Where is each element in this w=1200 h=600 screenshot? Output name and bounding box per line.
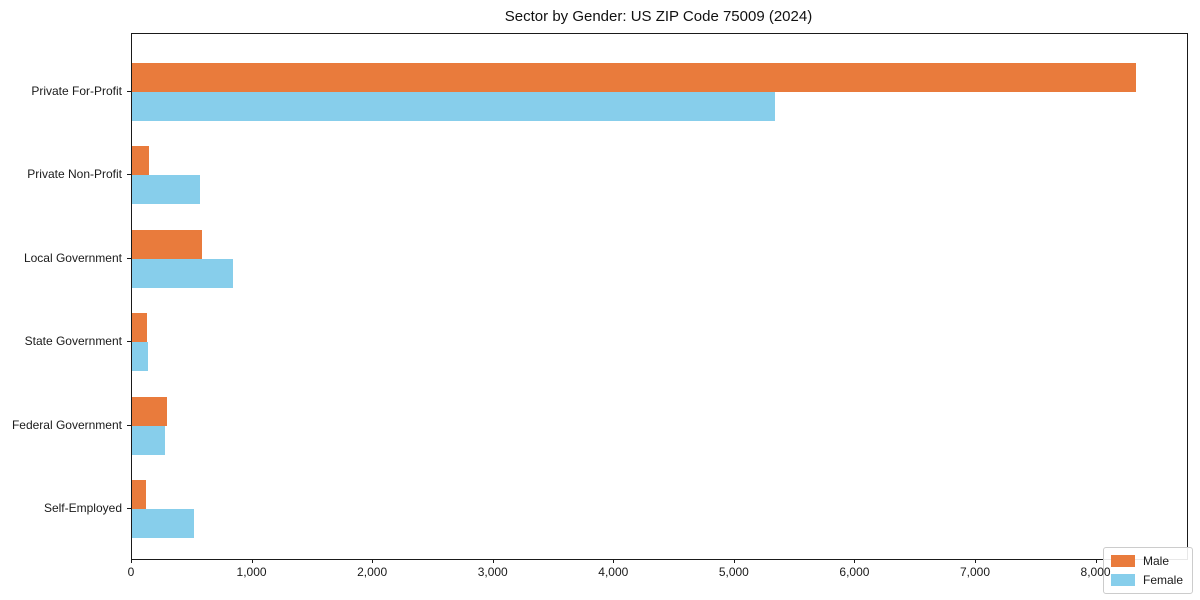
bar-female-private-non-profit: [132, 175, 201, 205]
bar-male-state-government: [132, 313, 148, 343]
bar-female-state-government: [132, 342, 149, 372]
y-tick-mark: [127, 341, 131, 343]
x-tick-label-4000: 4,000: [598, 565, 629, 579]
chart-title: Sector by Gender: US ZIP Code 75009 (202…: [504, 8, 813, 25]
bar-female-private-for-profit: [132, 91, 775, 121]
x-tick-mark: [251, 559, 253, 563]
x-tick-label-1000: 1,000: [236, 565, 267, 579]
x-tick-mark: [492, 559, 494, 563]
y-tick-mark: [127, 174, 131, 176]
bar-female-federal-government: [132, 425, 166, 455]
bar-male-self-employed: [132, 480, 146, 510]
bar-male-federal-government: [132, 396, 167, 426]
bar-male-private-for-profit: [132, 62, 1137, 92]
x-tick-mark: [613, 559, 615, 563]
bar-female-self-employed: [132, 509, 195, 539]
y-tick-label-federal-government: Federal Government: [11, 417, 122, 432]
y-tick-label-state-government: State Government: [24, 334, 122, 349]
legend-item-male: Male: [1110, 554, 1183, 568]
bar-female-local-government: [132, 258, 234, 288]
x-tick-mark: [1095, 559, 1097, 563]
x-tick-label-7000: 7,000: [959, 565, 991, 579]
legend-label-male: Male: [1142, 554, 1169, 568]
y-tick-label-self-employed: Self-Employed: [43, 501, 122, 516]
y-tick-mark: [127, 257, 131, 259]
y-tick-mark: [127, 424, 131, 426]
x-tick-label-3000: 3,000: [477, 565, 508, 579]
plot-area: [131, 33, 1188, 560]
x-tick-mark: [975, 559, 976, 563]
x-tick-mark: [733, 559, 735, 563]
bar-male-local-government: [132, 229, 202, 259]
legend-swatch-male: [1110, 555, 1135, 567]
y-tick-mark: [127, 508, 131, 510]
x-tick-label-6000: 6,000: [839, 565, 870, 579]
x-tick-label-0: 0: [127, 565, 135, 579]
chart-legend: Male Female: [1102, 547, 1193, 594]
x-tick-mark: [854, 559, 856, 563]
legend-item-female: Female: [1110, 573, 1183, 587]
legend-swatch-female: [1110, 574, 1135, 586]
x-tick-label-8000: 8,000: [1080, 565, 1111, 579]
y-tick-label-local-government: Local Government: [23, 250, 122, 265]
legend-label-female: Female: [1142, 573, 1183, 587]
y-tick-label-private-non-profit: Private Non-Profit: [27, 167, 122, 182]
x-tick-mark: [372, 559, 374, 563]
x-tick-label-5000: 5,000: [718, 565, 749, 579]
y-tick-mark: [127, 90, 131, 92]
x-tick-mark: [131, 559, 132, 563]
bar-male-private-non-profit: [132, 146, 149, 176]
y-tick-label-private-for-profit: Private For-Profit: [31, 83, 122, 98]
x-tick-label-2000: 2,000: [357, 565, 388, 579]
